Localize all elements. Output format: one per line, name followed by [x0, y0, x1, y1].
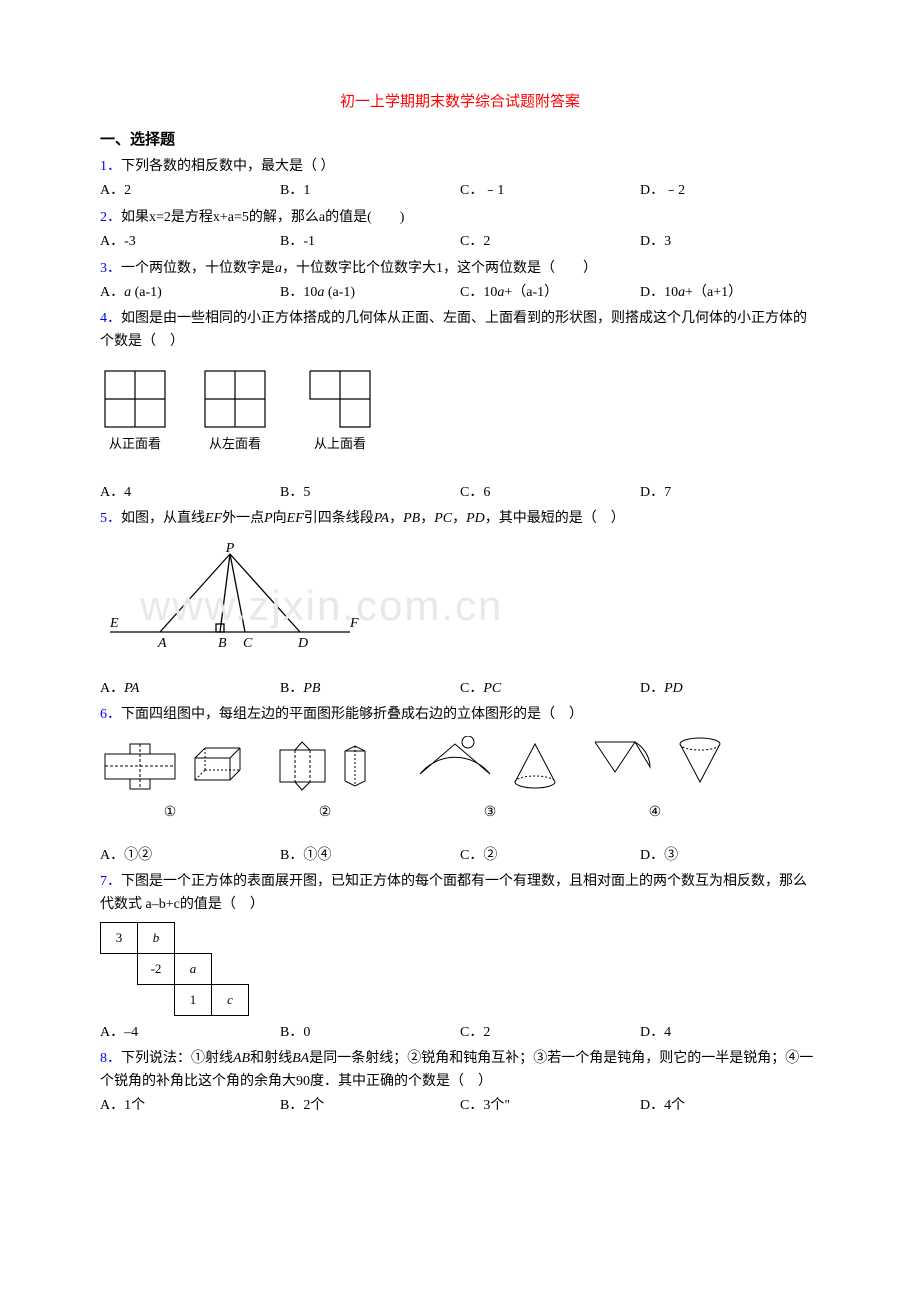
- q1-opt-b: B．1: [280, 180, 460, 202]
- net-cell: a: [175, 954, 212, 985]
- question-1: 1．下列各数的相反数中，最大是（ ）: [100, 156, 820, 178]
- q1-opt-c: C．﹣1: [460, 180, 640, 202]
- net-cell: 1: [175, 985, 212, 1016]
- q2-text: 如果x=2是方程x+a=5的解，那么a的值是( ): [121, 210, 404, 225]
- section-heading: 一、选择题: [100, 128, 820, 152]
- q3-number: 3．: [100, 261, 121, 276]
- q3-pre: 一个两位数，十位数字是: [121, 261, 275, 276]
- q2-options: A．-3 B．-1 C．2 D．3: [100, 231, 820, 253]
- question-2: 2．如果x=2是方程x+a=5的解，那么a的值是( ): [100, 207, 820, 229]
- q3-opt-a: A．a (a-1): [100, 282, 280, 304]
- q3-post: ，十位数字比个位数字大1，这个两位数是（ ）: [282, 261, 597, 276]
- svg-text:④: ④: [649, 805, 662, 820]
- q5-opt-a: A．PA: [100, 678, 280, 700]
- q6-opt-b: B．①④: [280, 845, 460, 867]
- svg-text:②: ②: [319, 805, 332, 820]
- q8-number: 8．: [100, 1051, 121, 1066]
- question-3: 3．一个两位数，十位数字是a，十位数字比个位数字大1，这个两位数是（ ）: [100, 258, 820, 280]
- three-view-diagram: 从正面看 从左面看 从上面看: [100, 363, 420, 463]
- q7-opt-c: C．2: [460, 1022, 640, 1044]
- q3-var-a: a: [275, 261, 282, 276]
- q6-diagram: ① ② ③ ④: [100, 736, 760, 826]
- q7-opt-a: A．–4: [100, 1022, 280, 1044]
- q5-figure-wrap: P E F A B C D www.zjxin.com.cn: [100, 542, 400, 665]
- q8-opt-c: C．3个": [460, 1095, 640, 1117]
- net-cell: 3: [101, 923, 138, 954]
- q3-opt-b: B．10a (a-1): [280, 282, 460, 304]
- svg-text:A: A: [157, 636, 167, 651]
- svg-text:从上面看: 从上面看: [314, 436, 366, 451]
- q5-opt-d: D．PD: [640, 678, 820, 700]
- q5-opt-c: C．PC: [460, 678, 640, 700]
- q6-opt-a: A．①②: [100, 845, 280, 867]
- q7-net: 3 b -2 a 1 c: [100, 922, 249, 1016]
- q4-opt-a: A．4: [100, 482, 280, 504]
- q2-opt-c: C．2: [460, 231, 640, 253]
- svg-text:E: E: [109, 616, 119, 631]
- q5-diagram: P E F A B C D: [100, 542, 400, 657]
- question-7: 7．下图是一个正方体的表面展开图，已知正方体的每个面都有一个有理数，且相对面上的…: [100, 871, 820, 916]
- question-8: 8．下列说法：①射线AB和射线BA是同一条射线；②锐角和钝角互补；③若一个角是钝…: [100, 1048, 820, 1093]
- question-5: 5．如图，从直线EF外一点P向EF引四条线段PA，PB，PC，PD，其中最短的是…: [100, 508, 820, 530]
- q8-opt-a: A．1个: [100, 1095, 280, 1117]
- q2-opt-b: B．-1: [280, 231, 460, 253]
- q1-number: 1．: [100, 159, 121, 174]
- q2-number: 2．: [100, 210, 121, 225]
- q7-number: 7．: [100, 874, 121, 889]
- q3-opt-d: D．10a+（a+1）: [640, 282, 820, 304]
- svg-text:D: D: [297, 636, 308, 651]
- q4-opt-c: C．6: [460, 482, 640, 504]
- q1-text: 下列各数的相反数中，最大是（ ）: [121, 159, 335, 174]
- q5-opt-b: B．PB: [280, 678, 460, 700]
- q8-opt-d: D．4个: [640, 1095, 820, 1117]
- q7-opt-b: B．0: [280, 1022, 460, 1044]
- svg-text:F: F: [349, 616, 359, 631]
- q8-options: A．1个 B．2个 C．3个" D．4个: [100, 1095, 820, 1117]
- q1-options: A．2 B．1 C．﹣1 D．﹣2: [100, 180, 820, 202]
- q1-opt-d: D．﹣2: [640, 180, 820, 202]
- net-cell: b: [138, 923, 175, 954]
- question-4: 4．如图是由一些相同的小正方体搭成的几何体从正面、左面、上面看到的形状图，则搭成…: [100, 308, 820, 353]
- svg-text:从正面看: 从正面看: [109, 436, 161, 451]
- question-6: 6．下面四组图中，每组左边的平面图形能够折叠成右边的立体图形的是（ ）: [100, 704, 820, 726]
- svg-text:B: B: [218, 636, 227, 651]
- q2-opt-d: D．3: [640, 231, 820, 253]
- q4-options: A．4 B．5 C．6 D．7: [100, 482, 820, 504]
- svg-text:①: ①: [164, 805, 177, 820]
- q3-opt-c: C．10a+（a-1）: [460, 282, 640, 304]
- net-cell: c: [212, 985, 249, 1016]
- q4-figure: 从正面看 从左面看 从上面看: [100, 363, 820, 471]
- q4-opt-b: B．5: [280, 482, 460, 504]
- q7-text: 下图是一个正方体的表面展开图，已知正方体的每个面都有一个有理数，且相对面上的两个…: [100, 874, 807, 911]
- q4-text: 如图是由一些相同的小正方体搭成的几何体从正面、左面、上面看到的形状图，则搭成这个…: [100, 311, 807, 348]
- q6-opt-c: C．②: [460, 845, 640, 867]
- q6-figure: ① ② ③ ④: [100, 736, 820, 834]
- q1-opt-a: A．2: [100, 180, 280, 202]
- q5-options: A．PA B．PB C．PC D．PD: [100, 678, 820, 700]
- q8-opt-b: B．2个: [280, 1095, 460, 1117]
- net-cell: -2: [138, 954, 175, 985]
- q7-opt-d: D．4: [640, 1022, 820, 1044]
- doc-title: 初一上学期期末数学综合试题附答案: [100, 90, 820, 114]
- q6-text: 下面四组图中，每组左边的平面图形能够折叠成右边的立体图形的是（ ）: [121, 707, 583, 722]
- svg-text:C: C: [243, 636, 253, 651]
- q7-options: A．–4 B．0 C．2 D．4: [100, 1022, 820, 1044]
- svg-text:从左面看: 从左面看: [209, 436, 261, 451]
- q2-opt-a: A．-3: [100, 231, 280, 253]
- q3-options: A．a (a-1) B．10a (a-1) C．10a+（a-1） D．10a+…: [100, 282, 820, 304]
- q5-number: 5．: [100, 511, 121, 526]
- svg-text:P: P: [225, 542, 235, 556]
- q4-opt-d: D．7: [640, 482, 820, 504]
- q6-opt-d: D．③: [640, 845, 820, 867]
- svg-text:③: ③: [484, 805, 497, 820]
- q6-options: A．①② B．①④ C．② D．③: [100, 845, 820, 867]
- q6-number: 6．: [100, 707, 121, 722]
- q4-number: 4．: [100, 311, 121, 326]
